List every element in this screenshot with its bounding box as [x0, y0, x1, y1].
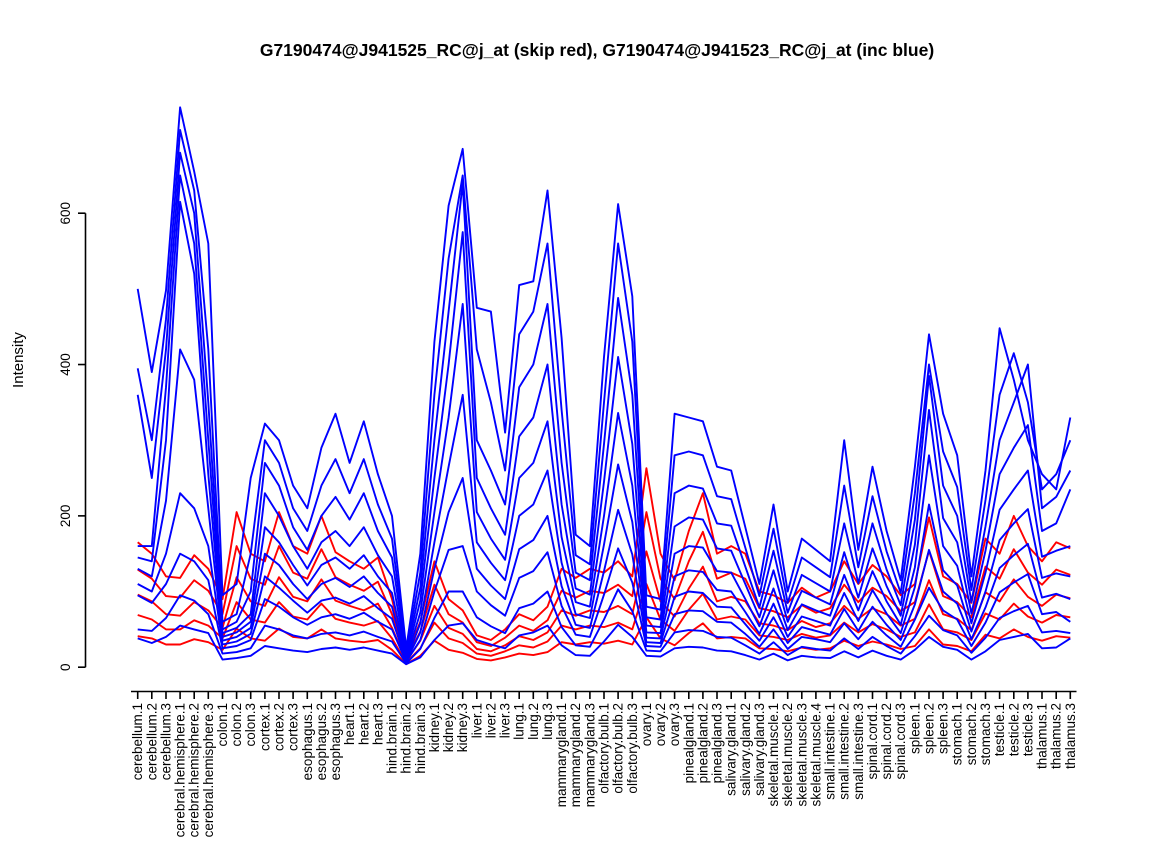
series-line-blue-14 [137, 588, 1071, 665]
x-tick-label: ovary.1 [639, 703, 654, 746]
series-line-blue-8 [136, 151, 1072, 657]
x-tick-label: olfactory.bulb.1 [597, 703, 612, 794]
x-tick-label: pinealgland.2 [695, 703, 710, 783]
x-tick-label: liver.2 [483, 703, 498, 738]
x-tick-label: stomach.2 [964, 703, 979, 765]
series-line-blue-11 [137, 348, 1071, 662]
x-tick-label: skeletal.muscle.4 [808, 703, 823, 807]
x-tick-label: colon.3 [243, 703, 258, 747]
x-tick-label: testicle.2 [1006, 703, 1021, 756]
x-tick-label: kidney.3 [455, 703, 470, 752]
x-tick-label: esophagus.2 [314, 703, 329, 780]
x-tick-label: esophagus.3 [328, 703, 343, 780]
x-tick-label: spleen.3 [936, 703, 951, 754]
y-axis-label: Intensity [10, 332, 27, 388]
x-tick-label: spinal.cord.2 [879, 703, 894, 780]
x-tick-label: mammarygland.3 [582, 703, 597, 807]
series-line-blue-10 [137, 200, 1071, 660]
x-tick-label: colon.1 [215, 703, 230, 747]
x-tick-label: hind.brain.2 [399, 703, 414, 774]
x-tick-label: cerebral.hemisphere.3 [201, 703, 216, 837]
x-tick-label: stomach.3 [978, 703, 993, 765]
x-tick-label: pinealgland.1 [681, 703, 696, 783]
x-tick-label: salivary.gland.1 [724, 703, 739, 796]
x-tick-label: heart.2 [356, 703, 371, 745]
x-tick-label: cerebellum.2 [144, 703, 159, 780]
x-tick-label: thalamus.3 [1063, 703, 1078, 769]
x-tick-label: cerebral.hemisphere.2 [187, 703, 202, 837]
x-tick-label: thalamus.2 [1049, 703, 1064, 769]
series-group [136, 106, 1072, 666]
y-tick-label: 0 [58, 663, 73, 671]
x-tick-label: testicle.1 [992, 703, 1007, 756]
x-tick-label: ovary.3 [667, 703, 682, 746]
x-tick-label: salivary.gland.3 [752, 703, 767, 796]
axes-group: 0 200 400 600 cerebellum.1 cerebellum.2 cerebe… [58, 202, 1078, 837]
x-tick-label: small.intestine.1 [823, 703, 838, 800]
x-tick-label: cerebellum.3 [159, 703, 174, 780]
x-tick-label: hind.brain.3 [413, 703, 428, 774]
x-tick-label: spleen.2 [922, 703, 937, 754]
x-tick-label: liver.1 [469, 703, 484, 738]
x-tick-label: hind.brain.1 [385, 703, 400, 774]
chart-title: G7190474@J941525_RC@j_at (skip red), G71… [260, 40, 934, 60]
x-tick-label: testicle.3 [1020, 703, 1035, 756]
x-tick-label: stomach.1 [950, 703, 965, 765]
x-tick-label: spleen.1 [907, 703, 922, 754]
x-tick-label: mammarygland.1 [554, 703, 569, 807]
x-tick-label: skeletal.muscle.1 [766, 703, 781, 807]
x-tick-label: lung.1 [512, 703, 527, 740]
x-tick-label: cortex.3 [286, 703, 301, 751]
series-line-blue-6 [136, 106, 1072, 650]
x-tick-label: skeletal.muscle.3 [794, 703, 809, 807]
series-line-blue-12 [137, 477, 1071, 663]
x-tick-label: thalamus.1 [1035, 703, 1050, 769]
x-tick-label: esophagus.1 [300, 703, 315, 780]
x-tick-label: lung.2 [526, 703, 541, 740]
series-line-blue-13 [137, 545, 1071, 663]
x-tick-label: ovary.2 [653, 703, 668, 746]
series-line-blue-7 [136, 129, 1072, 654]
x-tick-label: small.intestine.2 [837, 703, 852, 800]
y-tick-label: 600 [58, 202, 73, 225]
x-tick-label: cortex.2 [272, 703, 287, 751]
x-tick-label: spinal.cord.1 [865, 703, 880, 780]
y-tick-label: 200 [58, 505, 73, 528]
x-tick-label: cortex.1 [257, 703, 272, 751]
x-tick-label: pinealgland.3 [710, 703, 725, 783]
x-tick-label: olfactory.bulb.3 [625, 703, 640, 794]
y-tick-label: 400 [58, 353, 73, 376]
series-line-blue-15 [137, 622, 1071, 666]
x-tick-label: kidney.1 [427, 703, 442, 752]
x-tick-label: cerebellum.1 [130, 703, 145, 780]
x-tick-label: skeletal.muscle.2 [780, 703, 795, 807]
series-line-red-5 [137, 616, 1071, 666]
series-line-blue-9 [137, 174, 1072, 659]
x-tick-label: salivary.gland.2 [738, 703, 753, 796]
x-tick-label: colon.2 [229, 703, 244, 747]
x-tick-label: lung.3 [540, 703, 555, 740]
x-tick-label: liver.3 [498, 703, 513, 738]
x-tick-label: olfactory.bulb.2 [611, 703, 626, 794]
x-tick-label: mammarygland.2 [568, 703, 583, 807]
x-tick-label: small.intestine.3 [851, 703, 866, 800]
x-tick-label: heart.3 [370, 703, 385, 745]
x-tick-label: cerebral.hemisphere.1 [173, 703, 188, 837]
x-tick-label: spinal.cord.3 [893, 703, 908, 780]
x-tick-label: heart.1 [342, 703, 357, 745]
x-tick-label: kidney.2 [441, 703, 456, 752]
